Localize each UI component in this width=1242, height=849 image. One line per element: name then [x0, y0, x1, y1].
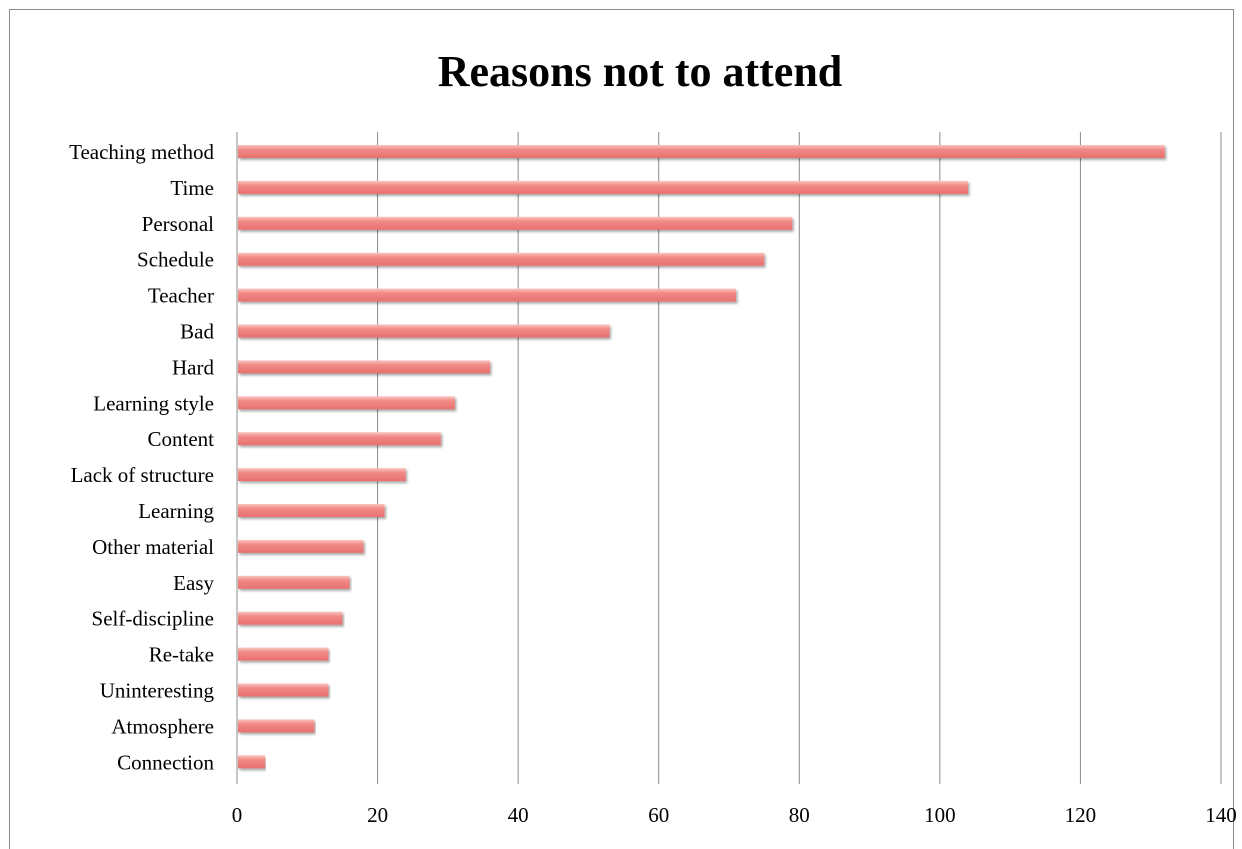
- category-labels: Teaching method Time Personal Schedule Teach…: [69, 140, 214, 774]
- bar: [238, 360, 491, 374]
- category-label: Schedule: [137, 248, 214, 272]
- category-label: Uninteresting: [100, 679, 215, 703]
- bar: [238, 216, 793, 230]
- x-tick-label: 40: [508, 803, 529, 827]
- bar: [238, 288, 737, 302]
- category-label: Time: [170, 176, 214, 200]
- gridlines: [236, 132, 1222, 784]
- category-label: Learning style: [93, 391, 214, 415]
- bar: [238, 539, 364, 553]
- x-tick-label: 0: [232, 803, 243, 827]
- category-label: Easy: [173, 571, 214, 595]
- category-label: Teacher: [148, 284, 214, 308]
- category-label: Personal: [142, 212, 214, 236]
- bar: [238, 180, 968, 194]
- category-label: Hard: [172, 355, 214, 379]
- bar: [238, 432, 441, 446]
- x-tick-label: 60: [648, 803, 669, 827]
- x-tick-label: 80: [789, 803, 810, 827]
- bar: [238, 468, 406, 482]
- x-tick-label: 20: [367, 803, 388, 827]
- category-label: Atmosphere: [111, 714, 214, 738]
- category-label: Other material: [92, 535, 214, 559]
- bar: [238, 145, 1165, 158]
- category-label: Learning: [138, 499, 214, 523]
- bar: [238, 611, 343, 625]
- chart-title: Reasons not to attend: [438, 47, 843, 96]
- bars: [238, 145, 1165, 769]
- category-label: Connection: [117, 750, 214, 774]
- bar: [238, 755, 266, 769]
- category-label: Bad: [180, 320, 214, 344]
- x-tick-label: 120: [1065, 803, 1097, 827]
- x-tick-label: 100: [924, 803, 956, 827]
- category-label: Teaching method: [69, 140, 214, 164]
- category-label: Self-discipline: [92, 607, 214, 631]
- bar: [238, 252, 765, 266]
- category-label: Re-take: [149, 643, 214, 667]
- bar: [238, 504, 385, 517]
- category-label: Content: [148, 427, 215, 451]
- bar: [238, 719, 315, 733]
- bar: [238, 324, 610, 338]
- x-axis-tick-labels: 0 20 40 60 80 100 120 140: [232, 803, 1237, 827]
- bar: [238, 396, 455, 410]
- bar: [238, 683, 329, 697]
- bar: [238, 575, 350, 589]
- x-tick-label: 140: [1205, 803, 1237, 827]
- category-label: Lack of structure: [71, 463, 214, 487]
- bar: [238, 647, 329, 661]
